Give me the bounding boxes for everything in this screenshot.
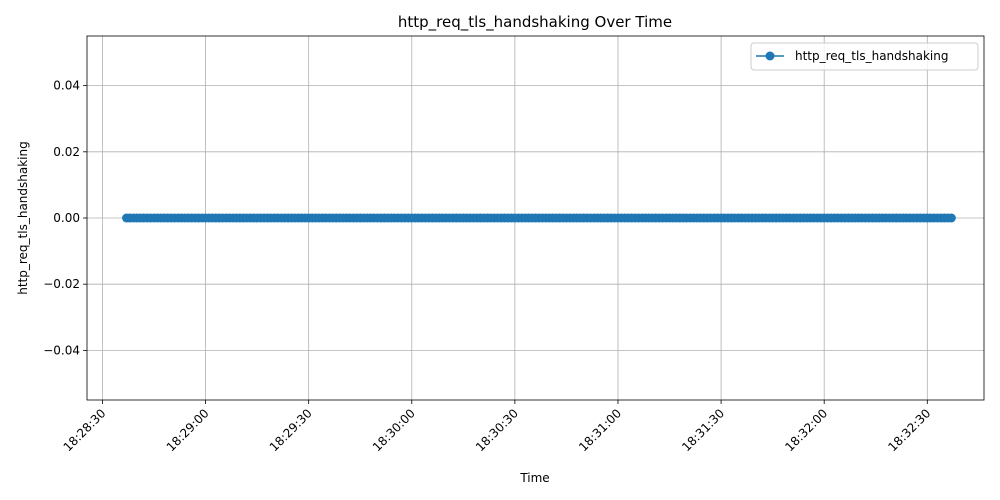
y-tick-label: 0.04 [53, 79, 80, 93]
y-tick-label: 0.00 [53, 211, 80, 225]
chart-title: http_req_tls_handshaking Over Time [398, 13, 672, 32]
y-axis: 0.04 0.02 0.00 −0.02 −0.04 [43, 79, 87, 357]
y-tick-label: 0.02 [53, 145, 80, 159]
y-tick-label: −0.04 [43, 343, 80, 357]
x-axis-label: Time [519, 471, 549, 485]
legend-entry-label: http_req_tls_handshaking [795, 49, 949, 63]
legend-marker-swatch [765, 51, 775, 61]
y-tick-label: −0.02 [43, 277, 80, 291]
y-axis-label: http_req_tls_handshaking [16, 141, 30, 295]
series-http-req-tls-handshaking [122, 213, 956, 223]
legend-box [750, 42, 979, 71]
data-point [946, 213, 956, 223]
legend: http_req_tls_handshaking [750, 42, 979, 71]
